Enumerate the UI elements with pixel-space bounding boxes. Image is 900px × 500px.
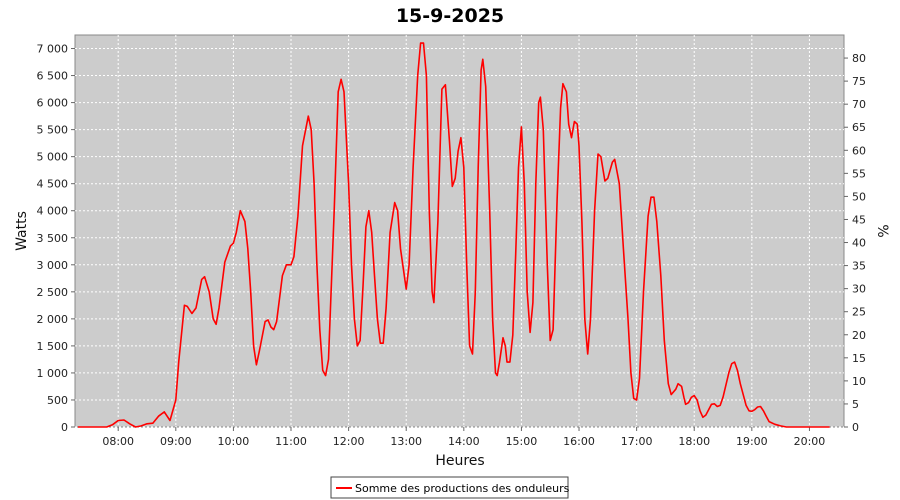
y-tick-label: 5 000 xyxy=(37,151,69,164)
series-group xyxy=(77,42,830,428)
x-axis: 08:00 09:00 10:00 11:00 12:00 13:00 14:00 15:00… xyxy=(102,427,825,448)
x-tick-label: 10:00 xyxy=(218,435,250,448)
legend-label: Somme des productions des onduleurs xyxy=(355,482,570,495)
x-tick-label: 12:00 xyxy=(333,435,365,448)
y-axis-title: Watts xyxy=(14,211,30,251)
x-axis-title: Heures xyxy=(435,453,484,469)
y2-tick-label: 55 xyxy=(852,167,866,180)
y-tick-label: 3 000 xyxy=(37,259,69,272)
y2-tick-label: 15 xyxy=(852,352,866,365)
y-tick-label: 0 xyxy=(61,421,68,434)
y-tick-label: 6 500 xyxy=(37,70,69,83)
y2-tick-label: 50 xyxy=(852,190,866,203)
x-tick-label: 20:00 xyxy=(794,435,826,448)
y-axis-right: 0 5 10 15 20 25 30 35 40 45 50 55 60 65 70 75 80 xyxy=(844,52,866,434)
x-tick-label: 13:00 xyxy=(390,435,422,448)
y-tick-label: 1 000 xyxy=(37,367,69,380)
legend-box xyxy=(330,476,569,499)
y2-tick-label: 5 xyxy=(852,398,859,411)
y-tick-label: 3 500 xyxy=(37,232,69,245)
x-tick-label: 17:00 xyxy=(621,435,653,448)
y-tick-label: 7 000 xyxy=(37,43,69,56)
y-tick-label: 4 000 xyxy=(37,205,69,218)
y2-tick-label: 25 xyxy=(852,306,866,319)
y-axis-left: 0 500 1 000 1 500 2 000 2 500 3 000 3 500 4 000 4… xyxy=(37,43,75,434)
y2-axis-title: % xyxy=(874,224,890,237)
x-tick-label: 19:00 xyxy=(736,435,768,448)
y2-tick-label: 35 xyxy=(852,260,866,273)
x-tick-label: 16:00 xyxy=(563,435,595,448)
plot-area xyxy=(74,34,845,428)
y2-tick-label: 75 xyxy=(852,75,866,88)
y-tick-label: 6 000 xyxy=(37,97,69,110)
y-tick-label: 5 500 xyxy=(37,124,69,137)
y2-tick-label: 0 xyxy=(852,421,859,434)
x-tick-label: 11:00 xyxy=(275,435,307,448)
x-tick-label: 18:00 xyxy=(678,435,710,448)
x-tick-label: 14:00 xyxy=(448,435,480,448)
y-tick-label: 1 500 xyxy=(37,340,69,353)
y2-tick-label: 40 xyxy=(852,237,866,250)
y-tick-label: 2 500 xyxy=(37,286,69,299)
gridlines xyxy=(75,35,844,428)
y-tick-label: 2 000 xyxy=(37,313,69,326)
y2-tick-label: 45 xyxy=(852,213,866,226)
y2-tick-label: 30 xyxy=(852,283,866,296)
y2-tick-label: 80 xyxy=(852,52,866,65)
y2-tick-label: 60 xyxy=(852,144,866,157)
x-tick-label: 15:00 xyxy=(506,435,538,448)
y2-tick-label: 65 xyxy=(852,121,866,134)
series-line-0 xyxy=(77,42,830,428)
x-tick-label: 08:00 xyxy=(102,435,134,448)
y-tick-label: 500 xyxy=(47,394,68,407)
legend: Somme des productions des onduleurs xyxy=(330,476,570,499)
y2-tick-label: 20 xyxy=(852,329,866,342)
y2-tick-label: 70 xyxy=(852,98,866,111)
y-tick-label: 4 500 xyxy=(37,178,69,191)
chart-title: 15-9-2025 xyxy=(396,5,504,27)
x-tick-label: 09:00 xyxy=(160,435,192,448)
y2-tick-label: 10 xyxy=(852,375,866,388)
